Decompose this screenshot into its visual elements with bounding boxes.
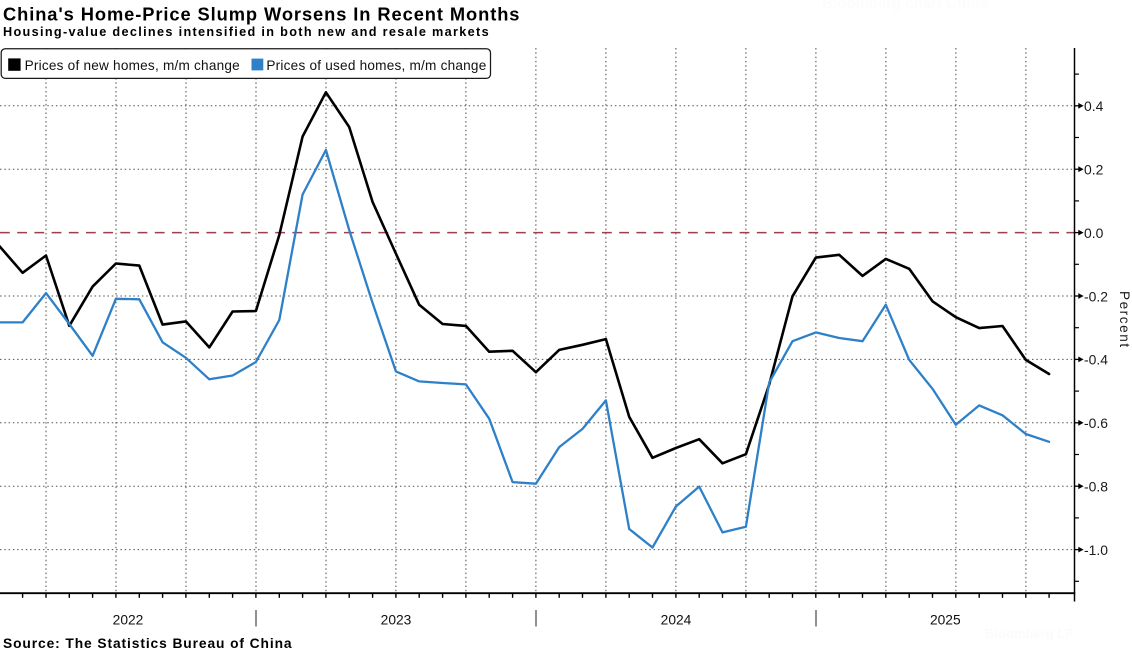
- svg-text:Bloomberg chart China: Bloomberg chart China: [822, 0, 989, 12]
- svg-text:Prices of new homes, m/m chang: Prices of new homes, m/m change: [25, 58, 240, 73]
- svg-text:0.2: 0.2: [1084, 162, 1104, 178]
- svg-text:-0.8: -0.8: [1084, 479, 1108, 495]
- svg-text:China's Home-Price Slump Worse: China's Home-Price Slump Worsens In Rece…: [3, 4, 520, 25]
- svg-text:-1.0: -1.0: [1084, 542, 1108, 558]
- svg-text:Percent: Percent: [1117, 291, 1132, 349]
- svg-text:0.4: 0.4: [1084, 98, 1104, 114]
- svg-text:Prices of used homes, m/m chan: Prices of used homes, m/m change: [266, 58, 486, 73]
- svg-text:Source: The Statistics Bureau: Source: The Statistics Bureau of China: [3, 636, 293, 651]
- svg-text:-0.4: -0.4: [1084, 352, 1108, 368]
- svg-text:2022: 2022: [113, 612, 144, 627]
- svg-text:Bloomberg LP: Bloomberg LP: [985, 626, 1074, 641]
- svg-text:0.0: 0.0: [1084, 225, 1104, 241]
- svg-text:2024: 2024: [661, 612, 692, 627]
- svg-text:2023: 2023: [381, 612, 412, 627]
- svg-text:-0.6: -0.6: [1084, 415, 1108, 431]
- svg-text:Housing-value declines intensi: Housing-value declines intensified in bo…: [3, 25, 490, 39]
- svg-text:-0.2: -0.2: [1084, 288, 1108, 304]
- svg-text:2025: 2025: [930, 612, 961, 627]
